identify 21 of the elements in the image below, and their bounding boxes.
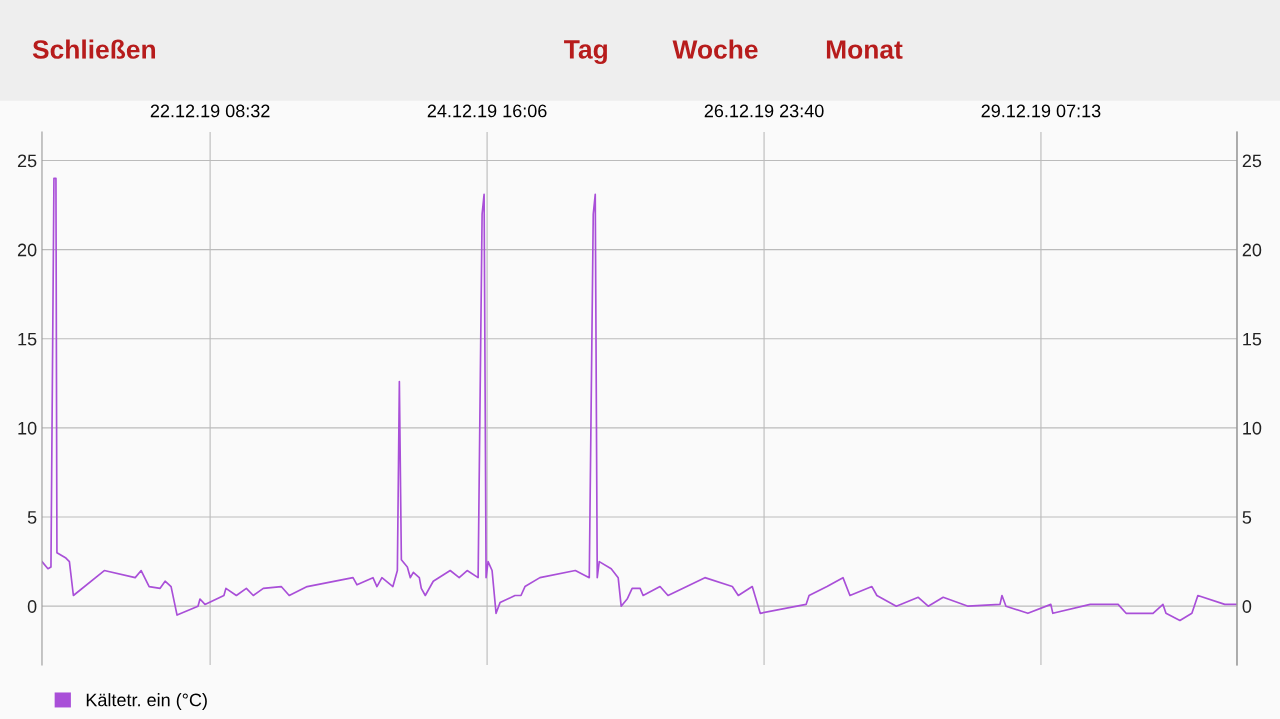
x-tick-label: 22.12.19 08:32 [150, 104, 270, 118]
x-tick-label: 26.12.19 23:40 [704, 104, 824, 118]
y2-tick-label: 10 [1243, 421, 1262, 435]
y-tick-label: 0 [27, 600, 37, 613]
y-tick-label: 20 [17, 243, 37, 257]
legend-label: Kältetr. ein (°C) [86, 693, 207, 710]
x-tick-label: 24.12.19 16:06 [427, 104, 547, 118]
y-tick-label: 10 [18, 421, 37, 435]
y-tick-label: 25 [17, 154, 37, 168]
text: Schließen [32, 39, 156, 59]
y2-tick-label: 25 [1242, 154, 1262, 168]
y-tick-label: 15 [18, 332, 37, 346]
text: Tag [564, 40, 607, 65]
y2-tick-label: 15 [1243, 332, 1262, 346]
y-tick-label: 5 [27, 511, 37, 524]
text: Woche [672, 39, 758, 59]
y2-tick-label: 5 [1242, 511, 1252, 524]
x-tick-label: 29.12.19 07:13 [981, 104, 1101, 118]
y2-tick-label: 20 [1242, 243, 1262, 257]
y2-tick-label: 0 [1242, 600, 1252, 613]
text: Monat [826, 40, 903, 59]
